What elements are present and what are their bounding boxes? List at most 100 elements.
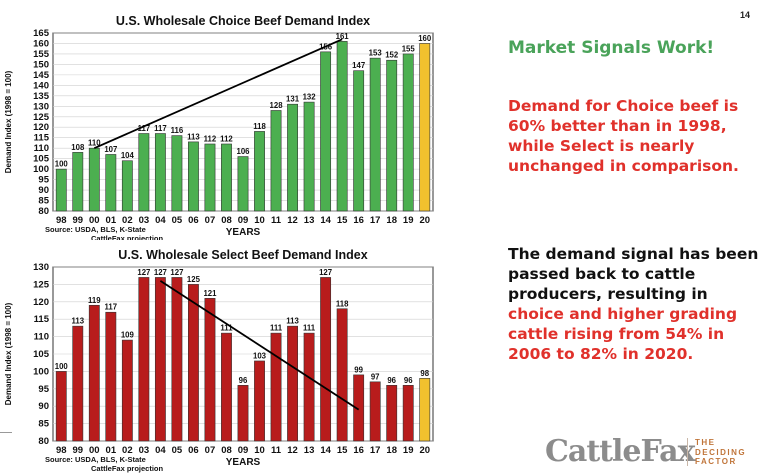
bar xyxy=(154,277,166,442)
y-tick-label: 155 xyxy=(33,49,50,60)
x-tick-label: 98 xyxy=(56,445,67,456)
bar xyxy=(353,374,365,442)
bar xyxy=(121,160,133,212)
x-tick-label: 11 xyxy=(271,445,282,456)
y-tick-label: 90 xyxy=(38,401,49,412)
data-label: 152 xyxy=(385,51,399,60)
page-number: 14 xyxy=(740,10,751,20)
y-axis-label: Demand Index (1998 = 100) xyxy=(4,302,13,405)
y-tick-label: 80 xyxy=(38,206,49,217)
chart-title: U.S. Wholesale Select Beef Demand Index xyxy=(118,248,367,262)
bar xyxy=(369,57,381,212)
x-tick-label: 14 xyxy=(320,215,331,226)
y-tick-label: 125 xyxy=(33,279,50,290)
x-tick-label: 12 xyxy=(287,215,298,226)
bar xyxy=(171,135,183,212)
source-note: CattleFax projection xyxy=(91,234,164,240)
x-tick-label: 03 xyxy=(139,215,150,226)
footer-rule xyxy=(0,432,12,433)
x-tick-label: 00 xyxy=(89,445,100,456)
x-tick-label: 02 xyxy=(122,215,133,226)
bar xyxy=(171,277,183,442)
y-tick-label: 90 xyxy=(38,185,49,196)
y-tick-label: 145 xyxy=(33,70,50,81)
y-tick-label: 115 xyxy=(34,133,50,144)
data-label: 132 xyxy=(303,93,317,102)
data-label: 103 xyxy=(253,351,267,360)
y-tick-label: 110 xyxy=(34,143,49,154)
x-tick-label: 18 xyxy=(386,215,397,226)
bar xyxy=(204,143,216,212)
bar xyxy=(336,308,348,442)
bar xyxy=(419,378,431,442)
data-label: 127 xyxy=(170,268,183,277)
bar xyxy=(237,156,249,212)
data-label: 97 xyxy=(371,372,380,381)
data-label: 127 xyxy=(319,268,332,277)
x-tick-label: 08 xyxy=(221,215,232,226)
x-tick-label: 07 xyxy=(205,445,216,456)
x-tick-label: 15 xyxy=(337,215,348,226)
data-label: 117 xyxy=(138,124,151,133)
y-tick-label: 85 xyxy=(38,196,49,207)
x-tick-label: 99 xyxy=(72,215,83,226)
data-label: 155 xyxy=(402,44,416,53)
y-tick-label: 130 xyxy=(33,101,49,112)
bar xyxy=(121,339,133,442)
bar xyxy=(221,143,232,212)
data-label: 113 xyxy=(187,132,200,141)
select-demand-chart: U.S. Wholesale Select Beef Demand Index 8… xyxy=(4,248,434,473)
logo-tagline: THE DECIDING FACTOR xyxy=(695,438,746,467)
bar xyxy=(386,59,398,212)
data-label: 119 xyxy=(88,296,101,305)
data-label: 121 xyxy=(203,289,217,298)
bar xyxy=(55,371,67,442)
bar xyxy=(237,385,249,442)
data-label: 100 xyxy=(55,362,69,371)
x-tick-label: 04 xyxy=(155,445,166,456)
x-tick-label: 06 xyxy=(188,445,199,456)
y-tick-label: 125 xyxy=(33,112,50,123)
y-tick-label: 85 xyxy=(38,419,49,430)
y-tick-label: 130 xyxy=(33,262,49,273)
y-tick-label: 165 xyxy=(33,28,50,39)
data-label: 113 xyxy=(286,317,299,326)
data-label: 116 xyxy=(171,126,184,135)
data-label: 104 xyxy=(121,151,135,160)
logo-divider xyxy=(687,438,688,466)
x-tick-label: 13 xyxy=(304,215,315,226)
bar xyxy=(369,381,381,442)
bar xyxy=(303,101,315,212)
bar xyxy=(270,110,282,212)
x-tick-label: 05 xyxy=(172,215,183,226)
trend-line xyxy=(159,280,360,411)
bar xyxy=(221,332,232,442)
bar xyxy=(188,284,199,442)
data-label: 99 xyxy=(354,365,363,374)
data-label: 117 xyxy=(105,303,118,312)
x-tick-label: 10 xyxy=(254,445,265,456)
data-label: 96 xyxy=(404,376,413,385)
bar xyxy=(55,168,67,212)
bar xyxy=(270,332,282,442)
data-label: 128 xyxy=(270,101,284,110)
bar xyxy=(88,304,100,442)
y-tick-label: 105 xyxy=(33,154,50,165)
x-tick-label: 17 xyxy=(370,215,381,226)
x-tick-label: 08 xyxy=(221,445,232,456)
x-tick-label: 17 xyxy=(370,445,381,456)
demand-signal-highlight: choice and higher grading cattle rising … xyxy=(508,305,738,363)
bar xyxy=(419,43,431,212)
data-label: 112 xyxy=(204,134,217,143)
y-tick-label: 120 xyxy=(33,122,49,133)
bar xyxy=(320,51,332,212)
x-tick-label: 10 xyxy=(254,215,265,226)
x-tick-label: 09 xyxy=(238,215,249,226)
y-tick-label: 95 xyxy=(38,175,49,186)
bar xyxy=(138,133,150,212)
data-label: 111 xyxy=(270,324,283,333)
demand-signal-text: The demand signal has been passed back t… xyxy=(508,245,759,303)
y-tick-label: 110 xyxy=(34,332,49,343)
y-tick-label: 135 xyxy=(33,91,50,102)
logo-tagline-line: THE xyxy=(695,438,716,447)
